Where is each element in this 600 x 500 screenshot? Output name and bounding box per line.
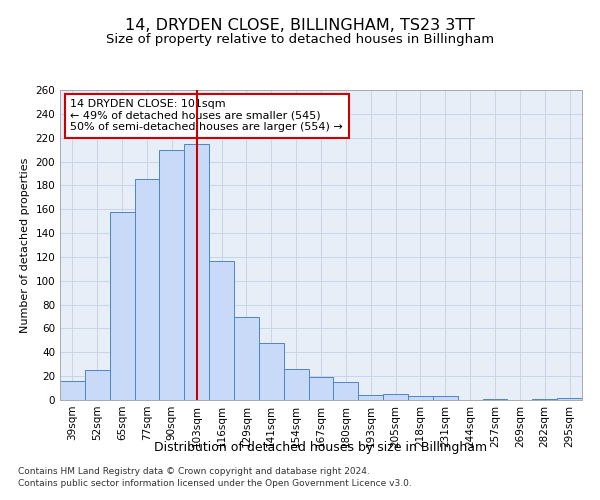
Bar [334,382,358,400]
Bar [284,369,308,400]
Bar [532,399,557,400]
Bar [308,378,334,400]
Bar [160,150,184,400]
Bar [557,398,582,400]
Bar [383,394,408,400]
Bar [134,180,160,400]
Bar [433,396,458,400]
Text: Contains HM Land Registry data © Crown copyright and database right 2024.: Contains HM Land Registry data © Crown c… [18,467,370,476]
Bar [85,370,110,400]
Bar [184,144,209,400]
Bar [408,396,433,400]
Text: Contains public sector information licensed under the Open Government Licence v3: Contains public sector information licen… [18,478,412,488]
Y-axis label: Number of detached properties: Number of detached properties [20,158,30,332]
Bar [259,343,284,400]
Text: 14 DRYDEN CLOSE: 101sqm
← 49% of detached houses are smaller (545)
50% of semi-d: 14 DRYDEN CLOSE: 101sqm ← 49% of detache… [70,100,343,132]
Bar [482,399,508,400]
Bar [110,212,134,400]
Bar [209,260,234,400]
Text: Distribution of detached houses by size in Billingham: Distribution of detached houses by size … [154,441,488,454]
Text: Size of property relative to detached houses in Billingham: Size of property relative to detached ho… [106,32,494,46]
Bar [358,395,383,400]
Bar [60,381,85,400]
Bar [234,316,259,400]
Text: 14, DRYDEN CLOSE, BILLINGHAM, TS23 3TT: 14, DRYDEN CLOSE, BILLINGHAM, TS23 3TT [125,18,475,32]
